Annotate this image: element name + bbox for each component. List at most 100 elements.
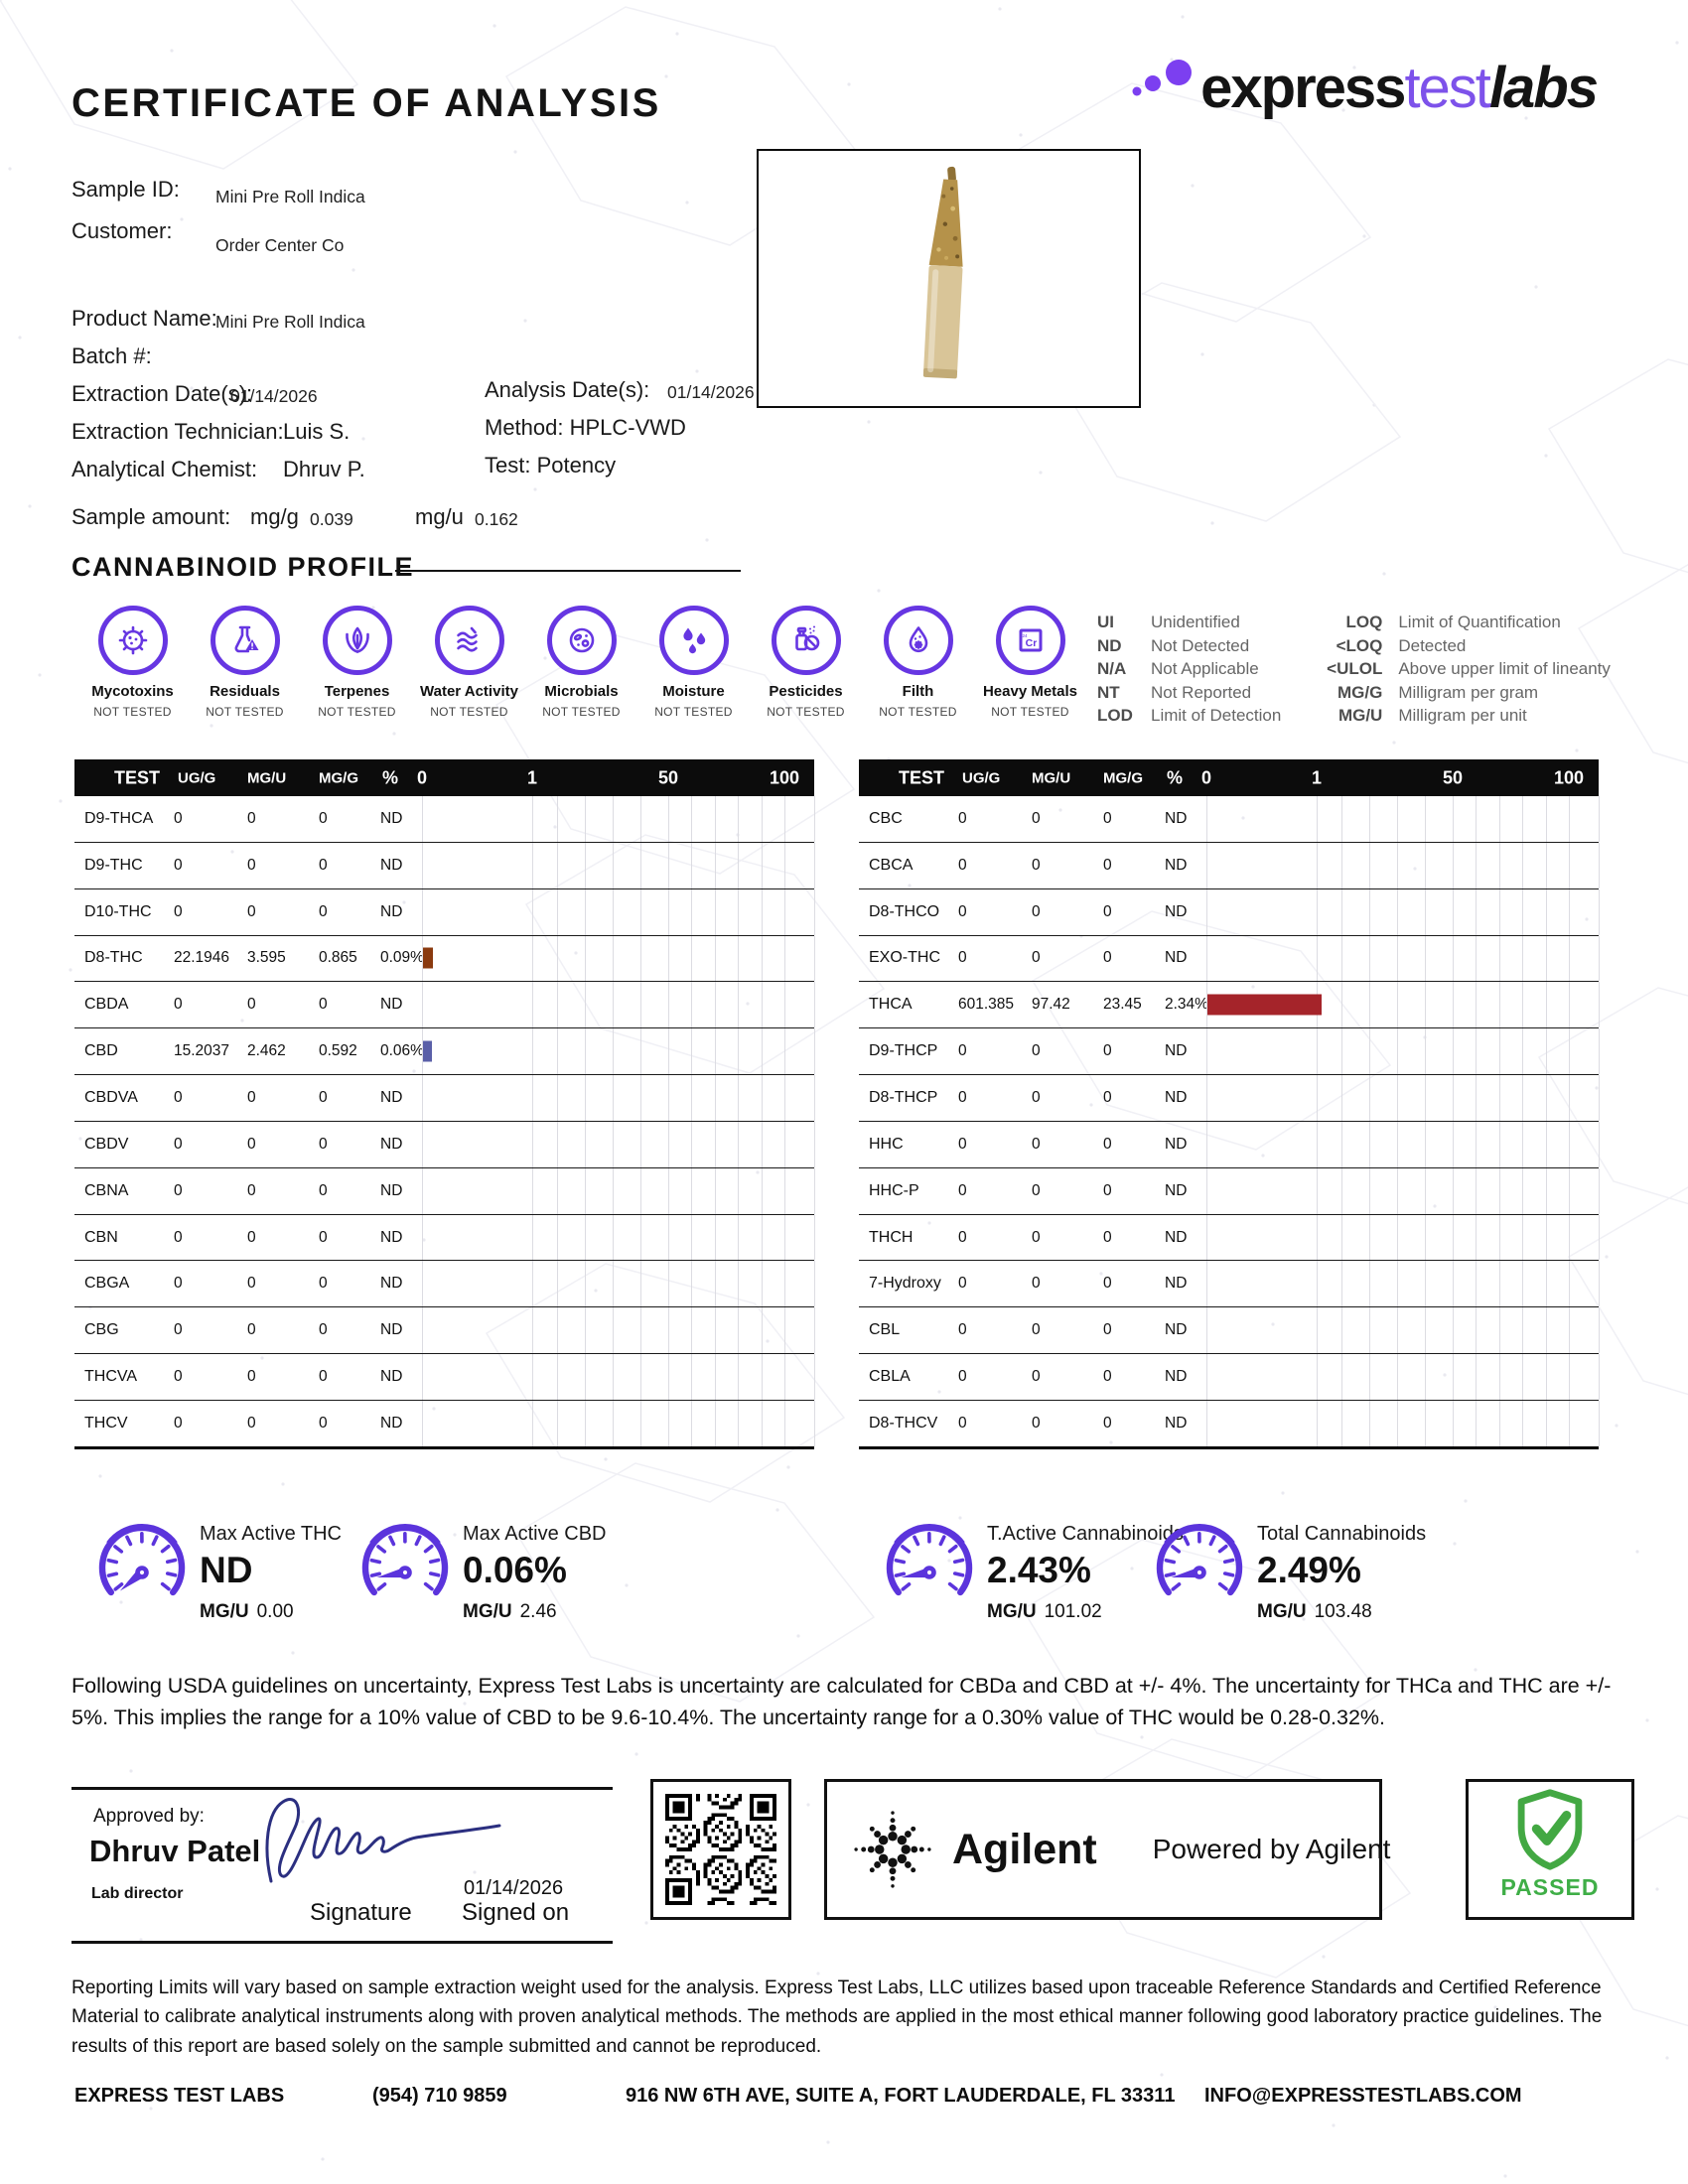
cell-test: CBDA [84, 996, 129, 1014]
col-mgu: MG/U [247, 769, 287, 786]
cell-mgg: 0 [1103, 949, 1112, 967]
legend-abbr: N/A [1097, 659, 1127, 678]
col-ugg: UG/G [962, 769, 1001, 786]
mgg-value: 0.039 [310, 509, 353, 529]
legend-desc: Not Reported [1151, 682, 1252, 702]
cell-test: D8-THC [84, 949, 143, 967]
screening-status: NOT TESTED [767, 705, 845, 719]
cell-mgu: 0 [1032, 809, 1041, 827]
legend-abbr: NT [1097, 682, 1120, 702]
cell-test: THCVA [84, 1368, 138, 1386]
cell-pct: ND [1165, 809, 1188, 827]
cell-test: D8-THCV [869, 1414, 938, 1432]
footer-address: 916 NW 6TH AVE, SUITE A, FORT LAUDERDALE… [626, 2085, 1176, 2107]
cell-test: CBDV [84, 1135, 129, 1153]
footer-email: INFO@EXPRESSTESTLABS.COM [1204, 2085, 1522, 2107]
mgu-label: mg/u [415, 504, 464, 529]
cell-mgu: 97.42 [1032, 996, 1070, 1014]
cell-mgu: 0 [1032, 1321, 1041, 1339]
col-mgg: MG/G [1103, 769, 1143, 786]
bar-cell [422, 796, 815, 842]
legend-abbr: <LOQ [1336, 635, 1383, 655]
table-row: 7-Hydroxy 0 0 0 ND [859, 1261, 1600, 1308]
table-row: D8-THC 22.1946 3.595 0.865 0.09% [74, 935, 815, 983]
logo-test: test [1404, 56, 1490, 120]
gauge-title: Max Active THC [200, 1523, 342, 1545]
gauge-icon [886, 1524, 973, 1596]
gauge-unit: MG/U 0.00 [200, 1601, 294, 1622]
cell-mgu: 0 [1032, 1228, 1041, 1246]
gauge-value: ND [200, 1550, 253, 1590]
bar-cell [1206, 1214, 1600, 1261]
agilent-starburst-icon [854, 1811, 931, 1888]
footer-phone: (954) 710 9859 [372, 2085, 507, 2107]
cell-mgu: 2.462 [247, 1042, 286, 1060]
cannabinoid-table-right: TEST UG/G MG/U MG/G % 0 1 50 100 CBC 0 0 0 N… [859, 759, 1600, 1449]
cell-pct: ND [380, 1135, 403, 1153]
section-rule [395, 570, 741, 572]
table-row: CBN 0 0 0 ND [74, 1214, 815, 1262]
scale-label: 100 [769, 767, 800, 787]
cell-mgu: 0 [247, 809, 256, 827]
screening-label: Microbials [544, 683, 619, 700]
logo-labs: labs [1488, 56, 1599, 120]
table-row: CBD 15.2037 2.462 0.592 0.06% [74, 1028, 815, 1076]
residuals-icon [210, 606, 280, 675]
gauge-title: Total Cannabinoids [1257, 1523, 1427, 1545]
legend-desc: Milligram per unit [1398, 706, 1527, 725]
cell-mgg: 0 [319, 996, 328, 1014]
gauge-0: Max Active THC ND MG/U 0.00 [94, 1517, 342, 1623]
cell-test: D10-THC [84, 902, 152, 920]
cell-ugg: 0 [174, 809, 183, 827]
svg-text:24: 24 [1022, 633, 1028, 638]
cell-test: THCA [869, 996, 913, 1014]
cell-mgg: 0 [319, 1181, 328, 1199]
table-row: D9-THC 0 0 0 ND [74, 842, 815, 889]
cell-ugg: 0 [958, 1088, 967, 1106]
cell-mgg: 0 [319, 1228, 328, 1246]
cell-ugg: 0 [958, 1414, 967, 1432]
col-mgg: MG/G [319, 769, 358, 786]
screening-icons-row: Mycotoxins NOT TESTED Residuals NOT TEST… [76, 606, 1086, 719]
cell-mgu: 0 [247, 1088, 256, 1106]
cell-ugg: 0 [174, 1088, 183, 1106]
cell-ugg: 0 [958, 1135, 967, 1153]
table-row: CBDVA 0 0 0 ND [74, 1075, 815, 1122]
cell-mgu: 3.595 [247, 949, 286, 967]
cell-test: D8-THCP [869, 1088, 938, 1106]
cell-test: D9-THCP [869, 1042, 938, 1060]
cell-pct: ND [1165, 1275, 1188, 1293]
cell-pct: ND [380, 1181, 403, 1199]
screening-item-moisture: Moisture NOT TESTED [637, 606, 750, 719]
cell-mgg: 0 [1103, 1414, 1112, 1432]
screening-label: Pesticides [769, 683, 843, 700]
screening-item-terpenes: Terpenes NOT TESTED [301, 606, 413, 719]
cell-ugg: 0 [174, 902, 183, 920]
cell-mgu: 0 [1032, 1135, 1041, 1153]
cell-pct: ND [380, 1275, 403, 1293]
gauge-icon [98, 1524, 186, 1596]
bar-cell [422, 1028, 815, 1075]
bar-cell [1206, 1121, 1600, 1167]
bar-cell [1206, 1354, 1600, 1400]
cell-mgu: 0 [247, 1275, 256, 1293]
table-row: CBNA 0 0 0 ND [74, 1167, 815, 1215]
cell-test: CBGA [84, 1275, 130, 1293]
approver-role: Lab director [91, 1885, 184, 1902]
table-row: CBDA 0 0 0 ND [74, 982, 815, 1029]
cell-mgu: 0 [1032, 1414, 1041, 1432]
cell-mgu: 0 [247, 1414, 256, 1432]
bar-cell [1206, 1400, 1600, 1446]
cell-mgu: 0 [1032, 1275, 1041, 1293]
cell-test: THCH [869, 1228, 914, 1246]
cell-pct: ND [380, 1228, 403, 1246]
cell-pct: ND [1165, 856, 1188, 874]
cell-mgg: 0 [1103, 1275, 1112, 1293]
shield-check-icon [1517, 1789, 1583, 1870]
cell-mgu: 0 [247, 1181, 256, 1199]
legend-row: LOQ Limit of Quantification [1307, 613, 1611, 632]
scale-label: 50 [657, 767, 679, 787]
cell-ugg: 0 [174, 856, 183, 874]
gauge-unit: MG/U 103.48 [1257, 1601, 1372, 1622]
cell-test: EXO-THC [869, 949, 940, 967]
